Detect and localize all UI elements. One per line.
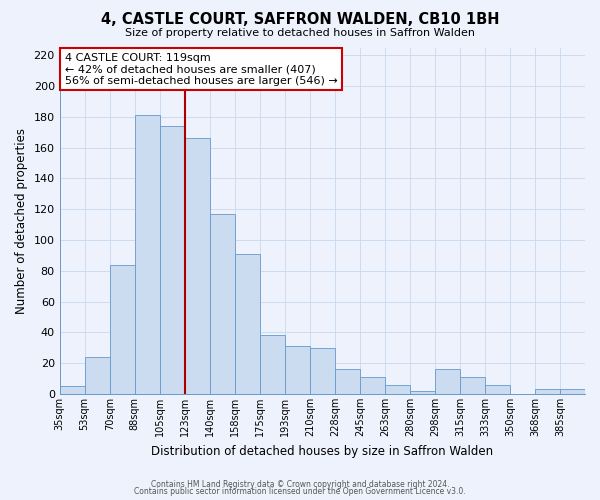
Bar — [360, 377, 385, 394]
Bar — [335, 370, 360, 394]
Bar — [460, 377, 485, 394]
Bar — [185, 138, 210, 394]
Bar — [59, 386, 85, 394]
Bar — [410, 391, 435, 394]
Bar — [260, 336, 285, 394]
X-axis label: Distribution of detached houses by size in Saffron Walden: Distribution of detached houses by size … — [151, 444, 493, 458]
Text: Size of property relative to detached houses in Saffron Walden: Size of property relative to detached ho… — [125, 28, 475, 38]
Bar — [235, 254, 260, 394]
Text: 4, CASTLE COURT, SAFFRON WALDEN, CB10 1BH: 4, CASTLE COURT, SAFFRON WALDEN, CB10 1B… — [101, 12, 499, 28]
Bar — [210, 214, 235, 394]
Y-axis label: Number of detached properties: Number of detached properties — [15, 128, 28, 314]
Bar — [160, 126, 185, 394]
Text: Contains public sector information licensed under the Open Government Licence v3: Contains public sector information licen… — [134, 487, 466, 496]
Bar — [435, 370, 460, 394]
Bar — [535, 390, 560, 394]
Bar — [310, 348, 335, 394]
Text: Contains HM Land Registry data © Crown copyright and database right 2024.: Contains HM Land Registry data © Crown c… — [151, 480, 449, 489]
Bar — [485, 385, 510, 394]
Bar — [560, 390, 585, 394]
Bar — [135, 116, 160, 394]
Text: 4 CASTLE COURT: 119sqm
← 42% of detached houses are smaller (407)
56% of semi-de: 4 CASTLE COURT: 119sqm ← 42% of detached… — [65, 52, 338, 86]
Bar — [385, 385, 410, 394]
Bar — [85, 357, 110, 394]
Bar — [285, 346, 310, 394]
Bar — [110, 264, 135, 394]
